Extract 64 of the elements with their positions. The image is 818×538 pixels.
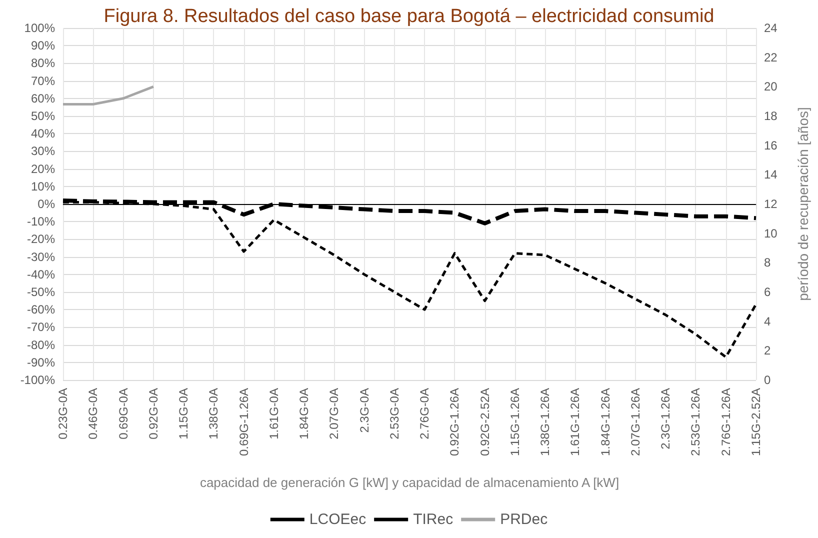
y-tick-label: 90%: [30, 38, 56, 53]
y2-tick-label: 22: [764, 50, 778, 64]
y-tick-label: -100%: [20, 373, 56, 387]
legend-label: PRDec: [500, 511, 548, 528]
x-tick-label: 2.07G-1.26A: [628, 388, 642, 456]
y-tick-label: -60%: [26, 302, 56, 317]
y-tick-label: 100%: [24, 21, 56, 35]
y-tick-label: 60%: [30, 91, 56, 106]
x-tick-label: 1.84G-0A: [297, 388, 312, 440]
x-tick-label: 1.84G-1.26A: [598, 388, 612, 456]
y-tick-label: 70%: [30, 74, 56, 88]
x-tick-label: 1.38G-0A: [206, 388, 221, 440]
y2-tick-label: 12: [764, 197, 778, 211]
x-tick-label: 2.53G-1.26A: [688, 388, 703, 456]
x-tick-label: 2.3G-0A: [357, 388, 372, 433]
y2-tick-label: 0: [764, 373, 771, 387]
y2-tick-label: 20: [764, 80, 778, 94]
x-tick-label: 0.69G-1.26A: [236, 388, 251, 456]
y-tick-label: -50%: [26, 285, 56, 299]
y-tick-label: -70%: [26, 320, 56, 334]
y2-tick-label: 8: [764, 256, 771, 270]
x-tick-label: 0.23G-0A: [56, 388, 70, 440]
y2-tick-label: 14: [764, 168, 778, 182]
x-tick-label: 1.15G-0A: [176, 388, 191, 440]
legend-label: TIRec: [413, 511, 454, 528]
y-tick-label: 20%: [30, 162, 56, 176]
y-tick-label: -20%: [26, 232, 56, 246]
y2-tick-label: 6: [764, 285, 771, 299]
x-tick-label: 1.61G-0A: [266, 388, 281, 440]
y-tick-label: 10%: [30, 179, 56, 194]
y-tick-label: -90%: [26, 355, 56, 370]
x-tick-label: 2.76G-0A: [418, 388, 432, 440]
y-tick-label: -80%: [26, 338, 56, 352]
x-tick-label: 0.92G-2.52A: [478, 388, 492, 456]
y-tick-label: 40%: [30, 126, 56, 141]
y2-tick-label: 18: [764, 109, 778, 123]
x-tick-label: 2.3G-1.26A: [658, 388, 673, 450]
y2-tick-label: 16: [764, 138, 778, 152]
x-axis-title: capacidad de generación G [kW] y capacidad de almacenamiento A [kW]: [200, 475, 620, 490]
x-tick-label: 1.15G-1.26A: [508, 388, 522, 456]
y-tick-label: -40%: [26, 267, 56, 282]
y2-axis-title: período de recuperación [años]: [795, 107, 811, 301]
x-tick-label: 2.76G-1.26A: [718, 388, 733, 456]
x-tick-label: 0.92G-0A: [146, 388, 160, 440]
y-tick-label: 30%: [30, 144, 56, 158]
y-tick-label: 80%: [30, 56, 56, 70]
y2-tick-label: 4: [764, 314, 771, 328]
y2-tick-label: 10: [764, 226, 778, 240]
y-tick-label: 50%: [30, 109, 56, 123]
legend-label: LCOEec: [309, 511, 367, 528]
y-tick-label: -10%: [26, 214, 56, 229]
y-tick-label: -30%: [26, 250, 56, 264]
x-tick-label: 0.92G-1.26A: [448, 388, 462, 456]
chart-title: Figura 8. Resultados del caso base para Bogotá – electricidad consumid: [104, 6, 714, 27]
x-tick-label: 0.46G-0A: [86, 388, 100, 440]
x-tick-label: 1.15G-2.52A: [749, 388, 763, 456]
y2-tick-label: 24: [764, 21, 778, 35]
x-tick-label: 2.07G-0A: [327, 388, 342, 440]
y2-tick-label: 2: [764, 344, 771, 358]
x-tick-label: 1.61G-1.26A: [568, 388, 582, 456]
y-tick-label: 0%: [38, 197, 56, 211]
x-tick-label: 2.53G-0A: [387, 388, 402, 440]
x-tick-label: 0.69G-0A: [116, 388, 130, 440]
x-tick-label: 1.38G-1.26A: [538, 388, 552, 456]
